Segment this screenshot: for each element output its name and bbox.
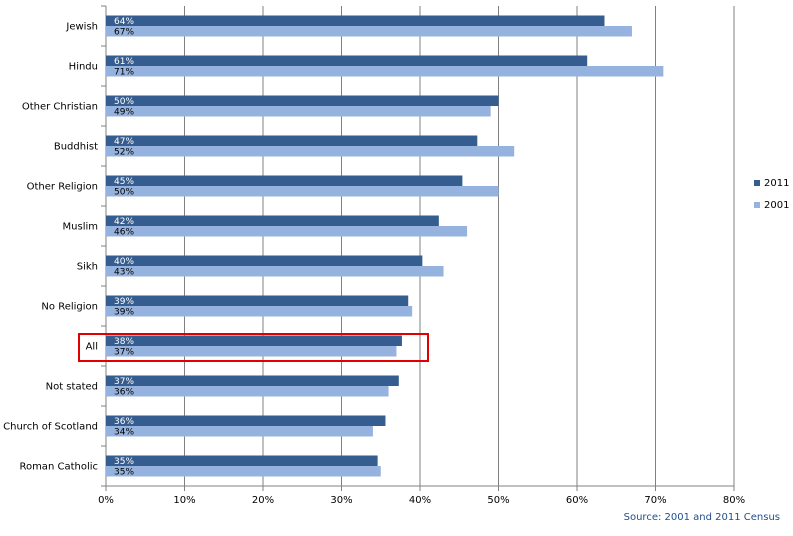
category-label: Not stated: [46, 382, 98, 393]
category-label: No Religion: [41, 302, 98, 313]
legend-label-2001: 2001: [764, 200, 789, 211]
bar-label-2011: 40%: [114, 257, 134, 267]
bar-2011: [106, 135, 478, 146]
bar-label-2011: 47%: [114, 137, 134, 147]
bar-2001: [106, 106, 491, 117]
highlight-box: [78, 333, 429, 362]
bar-2001: [106, 266, 444, 277]
legend-swatch-2001: [754, 202, 760, 208]
bar-2001: [106, 66, 664, 77]
bar-label-2011: 35%: [114, 457, 134, 467]
category-label: Hindu: [69, 62, 98, 73]
bar-2001: [106, 26, 632, 37]
bar-label-2001: 71%: [114, 68, 134, 78]
bar-2001: [106, 346, 397, 357]
gridlines: [101, 5, 735, 487]
category-label: Buddhist: [54, 142, 98, 153]
bar-2001: [106, 186, 499, 197]
bar-2011: [106, 95, 499, 106]
category-label: Church of Scotland: [3, 422, 98, 433]
x-tick-label: 80%: [723, 495, 745, 506]
bar-label-2001: 52%: [114, 148, 134, 158]
category-label: Roman Catholic: [19, 462, 98, 473]
bar-label-2011: 39%: [114, 297, 134, 307]
x-tick-label: 20%: [252, 495, 274, 506]
bar-2011: [106, 15, 605, 26]
x-tick-label: 50%: [487, 495, 509, 506]
bar-label-2011: 38%: [114, 337, 134, 347]
bar-label-2011: 61%: [114, 57, 134, 67]
x-tick-label: 30%: [330, 495, 352, 506]
category-label: All: [86, 342, 98, 353]
bars: [106, 15, 664, 477]
bar-label-2001: 39%: [114, 308, 134, 318]
category-labels: Jewish Hindu Other Christian Buddhist Other …: [3, 22, 98, 473]
bar-label-2001: 49%: [114, 108, 134, 118]
category-label: Muslim: [63, 222, 98, 233]
bar-labels: 64%67%61%71%50%49%47%52%45%50%42%46%40%4…: [114, 17, 134, 478]
bar-label-2001: 43%: [114, 268, 134, 278]
x-axis-ticks: 0% 10% 20% 30% 40% 50% 60% 70% 80%: [98, 486, 745, 506]
x-tick-label: 0%: [98, 495, 114, 506]
bar-2011: [106, 375, 399, 386]
source-note: Source: 2001 and 2011 Census: [624, 512, 780, 523]
x-tick-label: 10%: [173, 495, 195, 506]
bar-2011: [106, 175, 463, 186]
bar-label-2001: 35%: [114, 468, 134, 478]
x-tick-label: 70%: [644, 495, 666, 506]
highlight-box-group: [78, 333, 429, 362]
bar-2011: [106, 215, 439, 226]
category-label: Other Religion: [27, 182, 98, 193]
bar-2001: [106, 226, 468, 237]
bar-2001: [106, 306, 413, 317]
bar-label-2011: 50%: [114, 97, 134, 107]
bar-2001: [106, 146, 515, 157]
bar-label-2001: 46%: [114, 228, 134, 238]
bar-2011: [106, 335, 402, 346]
bar-2011: [106, 255, 423, 266]
x-tick-label: 60%: [566, 495, 588, 506]
bar-label-2011: 37%: [114, 377, 134, 387]
category-label: Sikh: [77, 262, 98, 273]
bar-2011: [106, 55, 588, 66]
legend-swatch-2011: [754, 180, 760, 186]
legend-label-2011: 2011: [764, 178, 789, 189]
x-tick-label: 40%: [409, 495, 431, 506]
bar-label-2011: 36%: [114, 417, 134, 427]
bar-2001: [106, 426, 373, 437]
bar-label-2001: 37%: [114, 348, 134, 358]
bar-label-2011: 45%: [114, 177, 134, 187]
bar-label-2001: 36%: [114, 388, 134, 398]
bar-2001: [106, 386, 389, 397]
bar-2011: [106, 415, 386, 426]
category-label: Other Christian: [22, 102, 98, 113]
bar-label-2001: 50%: [114, 188, 134, 198]
bar-2011: [106, 295, 409, 306]
bar-2001: [106, 466, 381, 477]
bar-label-2001: 34%: [114, 428, 134, 438]
bar-2011: [106, 455, 378, 466]
bar-label-2011: 64%: [114, 17, 134, 27]
bar-label-2001: 67%: [114, 28, 134, 38]
category-label: Jewish: [65, 22, 98, 33]
bar-label-2011: 42%: [114, 217, 134, 227]
legend: 2011 2001: [754, 178, 789, 211]
